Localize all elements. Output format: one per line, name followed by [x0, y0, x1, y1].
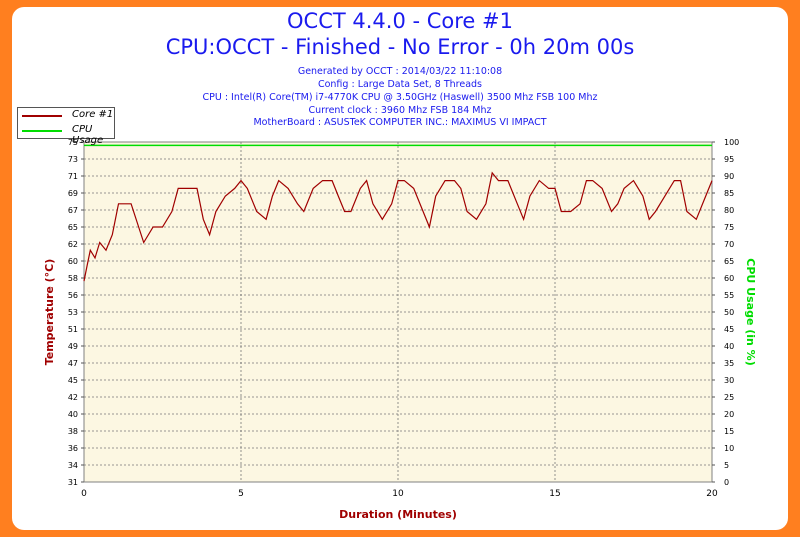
y-tick-label-right: 30 — [724, 376, 734, 385]
y-tick-label-left: 69 — [68, 189, 78, 198]
y-tick-label-right: 5 — [724, 461, 729, 470]
legend-swatch-core — [22, 115, 62, 117]
y-tick-label-left: 38 — [68, 427, 78, 436]
y-tick-label-right: 20 — [724, 410, 734, 419]
y-tick-label-right: 90 — [724, 172, 734, 181]
y-tick-label-right: 80 — [724, 206, 734, 215]
y-tick-label-right: 35 — [724, 359, 734, 368]
y-tick-label-right: 85 — [724, 189, 734, 198]
legend-item-core: Core #1 — [18, 108, 114, 122]
x-tick-label: 20 — [706, 489, 718, 499]
chart-subtitle: CPU:OCCT - Finished - No Error - 0h 20m … — [165, 35, 635, 59]
info-line-generated: Generated by OCCT : 2014/03/22 11:10:08 — [297, 66, 503, 77]
y-axis-label-right: CPU Usage (in %) — [744, 258, 757, 365]
y-tick-label-right: 70 — [724, 240, 734, 249]
y-tick-label-left: 60 — [68, 257, 78, 266]
y-tick-label-left: 67 — [68, 206, 78, 215]
legend-item-cpu-usage: CPU Usage — [18, 123, 114, 146]
y-axis-label-left: Temperature (°C) — [43, 259, 56, 366]
y-tick-label-left: 47 — [68, 359, 78, 368]
x-tick-label: 15 — [549, 489, 560, 499]
info-line-clock: Current clock : 3960 Mhz FSB 184 Mhz — [308, 105, 492, 116]
y-tick-label-left: 65 — [68, 223, 78, 232]
y-tick-label-left: 42 — [68, 393, 78, 402]
legend-label-cpu-usage: CPU Usage — [72, 124, 104, 146]
x-tick-label: 0 — [81, 489, 87, 499]
y-tick-label-left: 31 — [68, 478, 78, 487]
y-tick-label-right: 50 — [724, 308, 734, 317]
y-tick-label-right: 15 — [724, 427, 734, 436]
y-tick-label-left: 62 — [68, 240, 78, 249]
y-tick-label-right: 55 — [724, 291, 734, 300]
chart-title: OCCT 4.4.0 - Core #1 — [287, 9, 513, 33]
x-axis-label: Duration (Minutes) — [339, 508, 457, 521]
legend-swatch-cpu-usage — [22, 130, 62, 132]
y-tick-label-left: 58 — [68, 274, 78, 283]
y-tick-label-left: 51 — [68, 325, 78, 334]
y-tick-label-left: 45 — [68, 376, 78, 385]
y-tick-label-right: 65 — [724, 257, 734, 266]
info-line-motherboard: MotherBoard : ASUSTeK COMPUTER INC.: MAX… — [253, 117, 547, 128]
y-tick-label-left: 75 — [68, 138, 78, 147]
y-tick-label-right: 100 — [724, 138, 739, 147]
y-tick-label-right: 10 — [724, 444, 734, 453]
y-tick-label-left: 53 — [68, 308, 78, 317]
y-tick-label-right: 75 — [724, 223, 734, 232]
info-line-config: Config : Large Data Set, 8 Threads — [317, 79, 483, 90]
y-tick-label-right: 40 — [724, 342, 734, 351]
y-tick-label-left: 71 — [68, 172, 78, 181]
y-tick-label-left: 34 — [68, 461, 78, 470]
y-tick-label-right: 95 — [724, 155, 734, 164]
y-tick-label-right: 60 — [724, 274, 734, 283]
series-line-core — [83, 171, 713, 282]
y-tick-label-left: 56 — [68, 291, 78, 300]
y-tick-label-right: 45 — [724, 325, 734, 334]
y-tick-label-left: 40 — [68, 410, 78, 419]
y-tick-label-right: 0 — [724, 478, 729, 487]
legend-label-core: Core #1 — [72, 109, 114, 120]
legend: Core #1 CPU Usage — [17, 107, 115, 146]
x-tick-label: 10 — [392, 489, 404, 499]
y-tick-label-left: 49 — [68, 342, 78, 351]
y-tick-label-left: 36 — [68, 444, 78, 453]
y-tick-label-left: 73 — [68, 155, 78, 164]
x-tick-label: 5 — [238, 489, 244, 499]
y-tick-label-right: 25 — [724, 393, 734, 402]
info-line-cpu: CPU : Intel(R) Core(TM) i7-4770K CPU @ 3… — [202, 92, 598, 103]
